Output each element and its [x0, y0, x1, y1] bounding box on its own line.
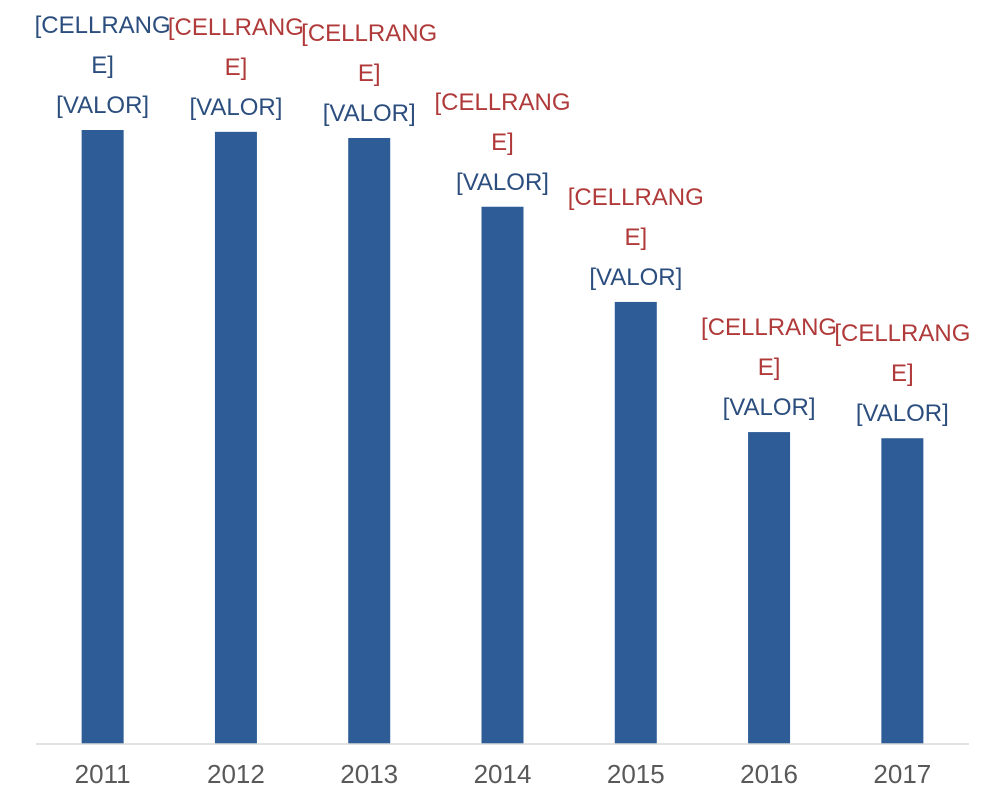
- range-label: [CELLRANGE]: [301, 19, 438, 87]
- value-label: [VALOR]: [855, 400, 949, 428]
- x-tick-label: 2014: [474, 759, 532, 789]
- value-label: [VALOR]: [722, 394, 816, 422]
- range-label: [CELLRANGE]: [567, 183, 704, 251]
- x-tick-label: 2017: [873, 759, 931, 789]
- x-tick-label: 2012: [207, 759, 265, 789]
- x-tick-label: 2011: [75, 759, 131, 789]
- bar: [81, 130, 124, 744]
- bar: [348, 137, 391, 744]
- x-tick-label: 2016: [740, 759, 798, 789]
- x-tick-label: 2015: [607, 759, 665, 789]
- bar: [748, 432, 791, 744]
- value-label: [VALOR]: [589, 263, 683, 291]
- range-label: [CELLRANGE]: [701, 314, 838, 382]
- range-label: [CELLRANGE]: [834, 320, 971, 388]
- value-label: [VALOR]: [56, 92, 150, 119]
- value-label: [VALOR]: [189, 93, 283, 121]
- value-label: [VALOR]: [456, 168, 549, 196]
- x-tick-label: 2013: [340, 759, 398, 789]
- bar: [614, 301, 657, 744]
- bar: [881, 438, 924, 744]
- range-label: [CELLRANGE]: [167, 13, 304, 81]
- bar: [214, 131, 257, 745]
- value-label: [VALOR]: [322, 99, 416, 127]
- bar: [481, 206, 524, 744]
- range-label: [CELLRANGE]: [434, 88, 571, 156]
- range-label: [CELLRANGE]: [34, 12, 171, 79]
